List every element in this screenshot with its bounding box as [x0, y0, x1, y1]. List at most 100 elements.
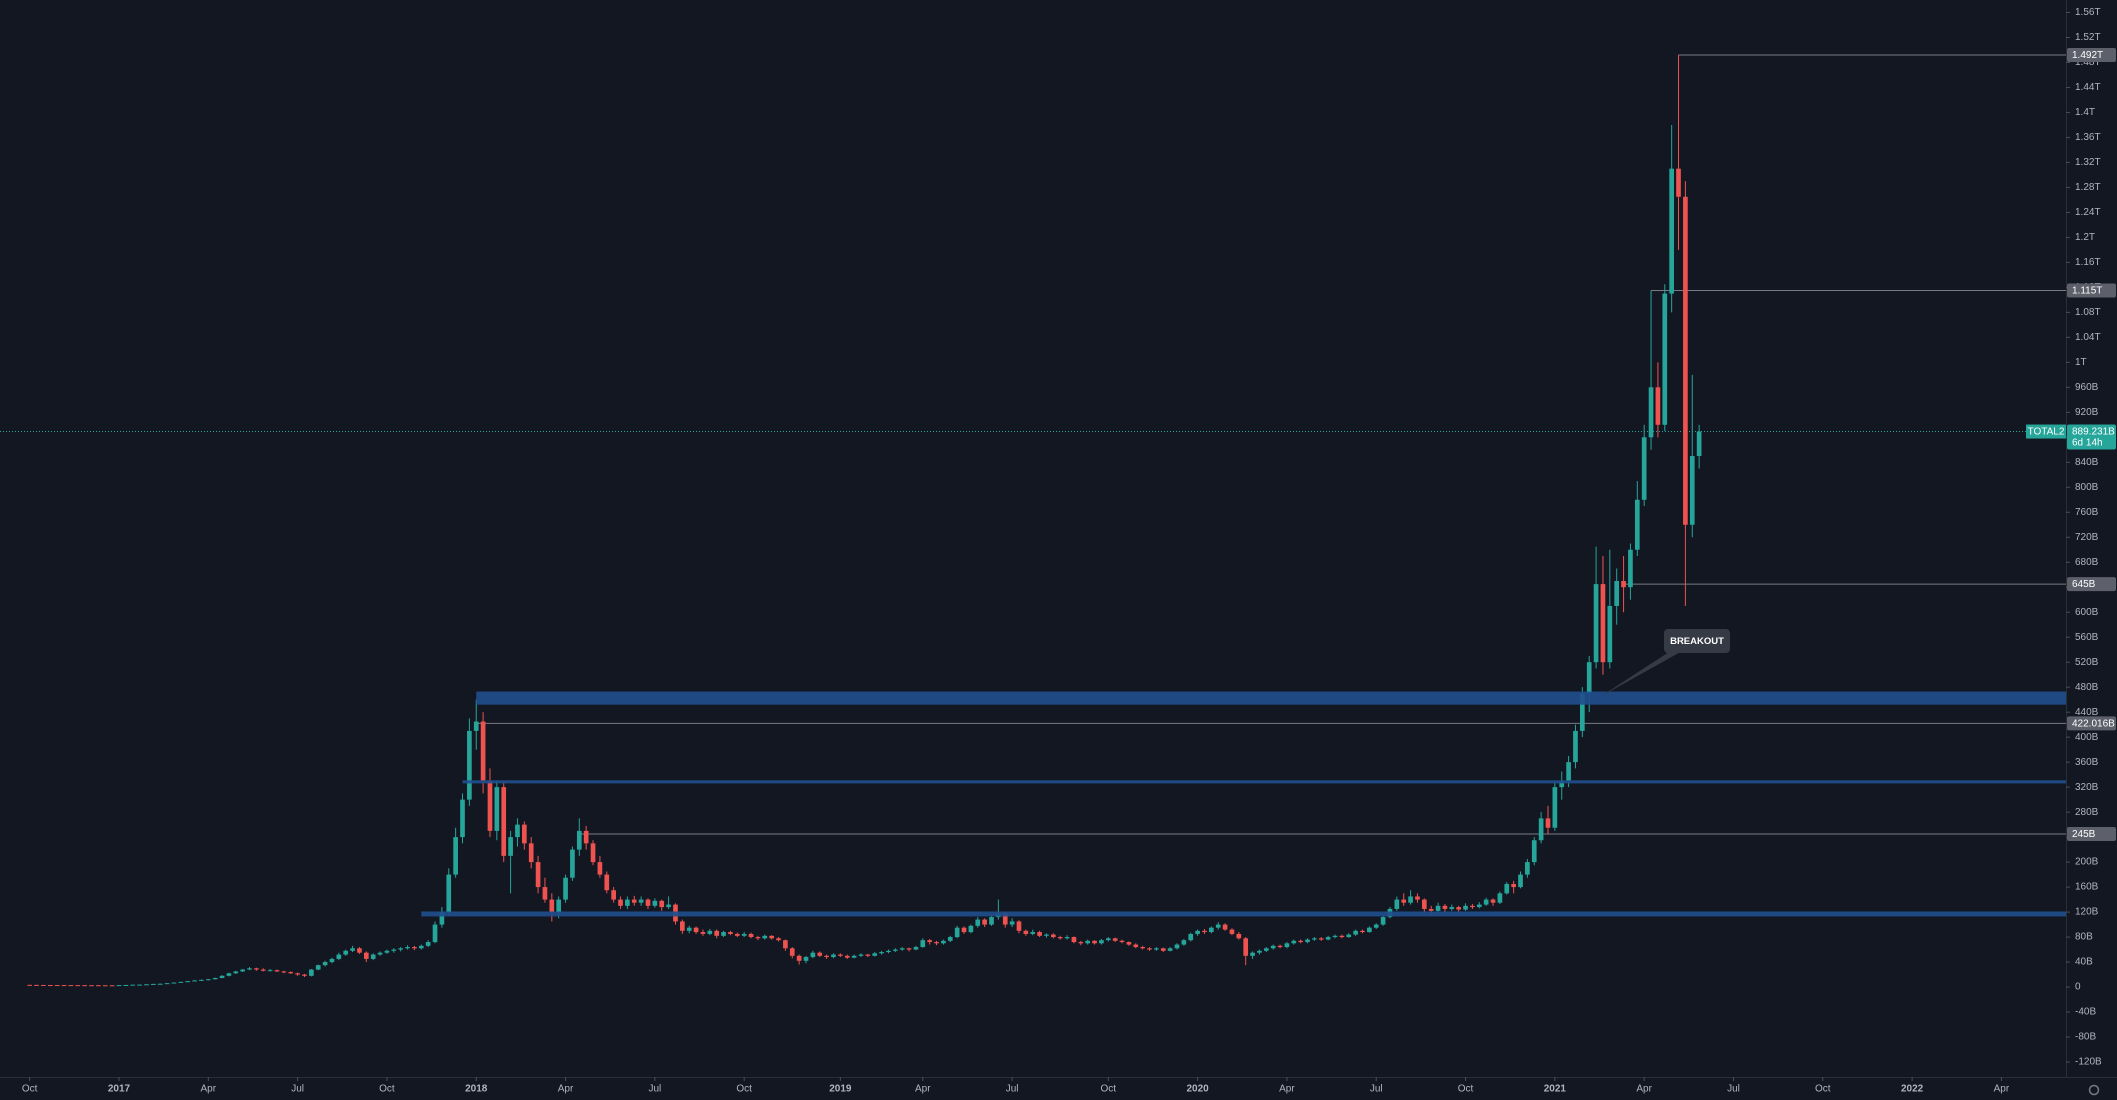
x-tick-label: Apr [1994, 1084, 2010, 1095]
candle-body [1408, 896, 1413, 903]
candle-body [1229, 929, 1235, 934]
candle-body [721, 932, 726, 936]
candle-body [748, 933, 754, 938]
y-tick-label: 200B [2075, 857, 2099, 868]
candle-body [102, 985, 108, 987]
candle-body [851, 955, 857, 958]
y-tick-label: 280B [2075, 807, 2099, 818]
candle-body [803, 957, 809, 961]
candle-body [1545, 818, 1551, 828]
y-tick-label: 1.56T [2075, 7, 2101, 18]
candle-body [886, 950, 891, 953]
candle-body [1504, 883, 1510, 894]
y-tick-label: 1.52T [2075, 32, 2101, 43]
price-label-box [2067, 424, 2116, 450]
candle-body [521, 824, 527, 844]
candle-body [1367, 927, 1372, 933]
candle-body [1037, 932, 1042, 936]
y-tick-label: 1.28T [2075, 182, 2101, 193]
x-tick-label: Oct [736, 1084, 752, 1095]
candle-body [212, 977, 218, 980]
annotation[interactable]: BREAKOUT [1600, 629, 1730, 697]
candle-body [391, 949, 397, 951]
level-label-box [2067, 47, 2116, 62]
x-tick-label: 2022 [1901, 1084, 1924, 1095]
candle-body [1655, 387, 1661, 425]
gear[interactable] [2088, 1084, 2100, 1096]
candle-body [1538, 818, 1544, 841]
candle-body [1332, 935, 1338, 938]
candle-body [1662, 293, 1668, 425]
candle-body [1291, 940, 1297, 944]
candle-body [254, 968, 259, 970]
candle-body [865, 954, 871, 956]
candle-body [1525, 862, 1530, 875]
candle-body [199, 979, 204, 981]
candle-body [1566, 762, 1571, 781]
candle-body [34, 984, 39, 986]
candle-body [611, 890, 616, 900]
candle-body [1470, 905, 1475, 908]
candle-body [322, 962, 328, 966]
candle-body [130, 984, 136, 986]
candle-body [796, 955, 802, 961]
y-tick-label: 600B [2075, 607, 2099, 618]
candle-body [418, 945, 424, 949]
candle-body [604, 874, 610, 891]
y-tick-label: 160B [2075, 882, 2099, 893]
candle-body [439, 912, 445, 925]
y-tick-label: -120B [2075, 1057, 2102, 1068]
candle-body [82, 985, 87, 987]
candle-body [1428, 908, 1434, 911]
candle-body [1456, 907, 1462, 910]
candle-body [1023, 930, 1029, 934]
candle-body [1621, 580, 1626, 588]
candle-body [432, 924, 438, 943]
candle-body [1312, 938, 1317, 940]
candle-body [515, 824, 520, 838]
candle-body [755, 937, 761, 939]
candle-body [769, 935, 774, 939]
candle-body [700, 932, 706, 934]
candle-body [528, 843, 534, 863]
candle-body [425, 942, 431, 946]
x-tick-label: Apr [558, 1084, 574, 1095]
candle-body [467, 730, 472, 800]
candle-body [906, 948, 912, 950]
candle-body [762, 935, 768, 939]
candle-body [1250, 952, 1255, 956]
candle-body [192, 980, 197, 982]
y-tick-label: -80B [2075, 1032, 2096, 1043]
candle-body [315, 965, 321, 970]
y-tick-label: 1.04T [2075, 332, 2101, 343]
y-tick-label: 960B [2075, 382, 2099, 393]
candle-body [961, 927, 967, 933]
candle-body [68, 985, 74, 987]
candle-body [1050, 934, 1056, 938]
candle-body [54, 985, 60, 987]
candle-body [563, 877, 568, 900]
candle-body [1442, 905, 1448, 909]
level-label-box [2067, 716, 2116, 731]
annotation-pointer [1600, 650, 1684, 697]
y-tick-label: 360B [2075, 757, 2099, 768]
candle-body [109, 985, 115, 987]
candle-body [1002, 913, 1008, 925]
candle-body [1298, 940, 1303, 943]
candle-body [1325, 937, 1331, 940]
candle-body [1119, 940, 1125, 943]
candle-body [1531, 840, 1537, 863]
candle-body [377, 952, 383, 955]
candle-body [281, 971, 287, 973]
candle-body [618, 899, 623, 906]
candle-body [384, 950, 390, 953]
candle-body [1257, 950, 1262, 953]
candle-body [240, 969, 245, 972]
candle-body [1552, 787, 1558, 828]
settings-icon[interactable] [2088, 1084, 2100, 1096]
candle-body [446, 874, 452, 913]
zone [476, 691, 2067, 705]
candle-body [1497, 893, 1503, 903]
symbol-label: TOTAL2 [2028, 427, 2065, 438]
y-tick-label: 1.44T [2075, 82, 2101, 93]
